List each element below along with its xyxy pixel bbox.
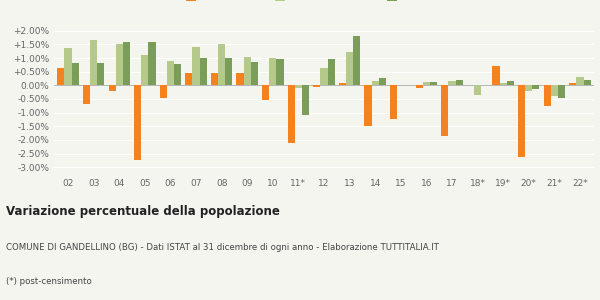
- Bar: [525, 85, 532, 91]
- Bar: [236, 73, 244, 86]
- Bar: [500, 82, 507, 85]
- Bar: [225, 58, 232, 86]
- Bar: [569, 82, 577, 85]
- Bar: [160, 85, 167, 98]
- Text: Variazione percentuale della popolazione: Variazione percentuale della popolazione: [6, 205, 280, 218]
- Bar: [474, 85, 481, 95]
- Bar: [397, 85, 404, 86]
- Bar: [346, 52, 353, 86]
- Bar: [532, 85, 539, 88]
- Bar: [416, 85, 423, 88]
- Bar: [244, 57, 251, 86]
- Text: COMUNE DI GANDELLINO (BG) - Dati ISTAT al 31 dicembre di ogni anno - Elaborazion: COMUNE DI GANDELLINO (BG) - Dati ISTAT a…: [6, 244, 439, 253]
- Bar: [430, 82, 437, 85]
- Bar: [441, 85, 448, 136]
- Bar: [193, 46, 200, 86]
- Bar: [339, 82, 346, 85]
- Bar: [251, 62, 258, 85]
- Bar: [287, 85, 295, 142]
- Bar: [185, 73, 193, 86]
- Bar: [262, 85, 269, 100]
- Bar: [448, 81, 455, 86]
- Bar: [71, 63, 79, 86]
- Bar: [320, 68, 328, 86]
- Bar: [97, 63, 104, 86]
- Bar: [455, 80, 463, 86]
- Bar: [109, 85, 116, 91]
- Bar: [364, 85, 371, 126]
- Bar: [64, 48, 71, 86]
- Bar: [83, 85, 90, 104]
- Bar: [218, 44, 225, 86]
- Bar: [58, 68, 64, 85]
- Bar: [141, 56, 148, 86]
- Bar: [295, 85, 302, 88]
- Bar: [551, 85, 558, 96]
- Bar: [544, 85, 551, 106]
- Bar: [584, 80, 590, 86]
- Bar: [200, 58, 207, 86]
- Bar: [353, 36, 361, 86]
- Bar: [277, 59, 284, 86]
- Bar: [134, 85, 141, 160]
- Bar: [123, 42, 130, 86]
- Bar: [507, 81, 514, 86]
- Bar: [390, 85, 397, 119]
- Bar: [493, 66, 500, 85]
- Bar: [302, 85, 309, 115]
- Bar: [328, 59, 335, 86]
- Bar: [174, 64, 181, 86]
- Bar: [371, 81, 379, 86]
- Text: (*) post-censimento: (*) post-censimento: [6, 277, 92, 286]
- Bar: [90, 40, 97, 86]
- Bar: [269, 58, 277, 86]
- Bar: [313, 85, 320, 87]
- Bar: [211, 73, 218, 86]
- Bar: [423, 82, 430, 85]
- Bar: [167, 61, 174, 85]
- Bar: [148, 42, 155, 86]
- Bar: [379, 78, 386, 86]
- Bar: [558, 85, 565, 98]
- Bar: [116, 44, 123, 86]
- Bar: [577, 76, 584, 85]
- Bar: [518, 85, 525, 157]
- Legend: Gandellino, Provincia di BG, Lombardia: Gandellino, Provincia di BG, Lombardia: [182, 0, 466, 7]
